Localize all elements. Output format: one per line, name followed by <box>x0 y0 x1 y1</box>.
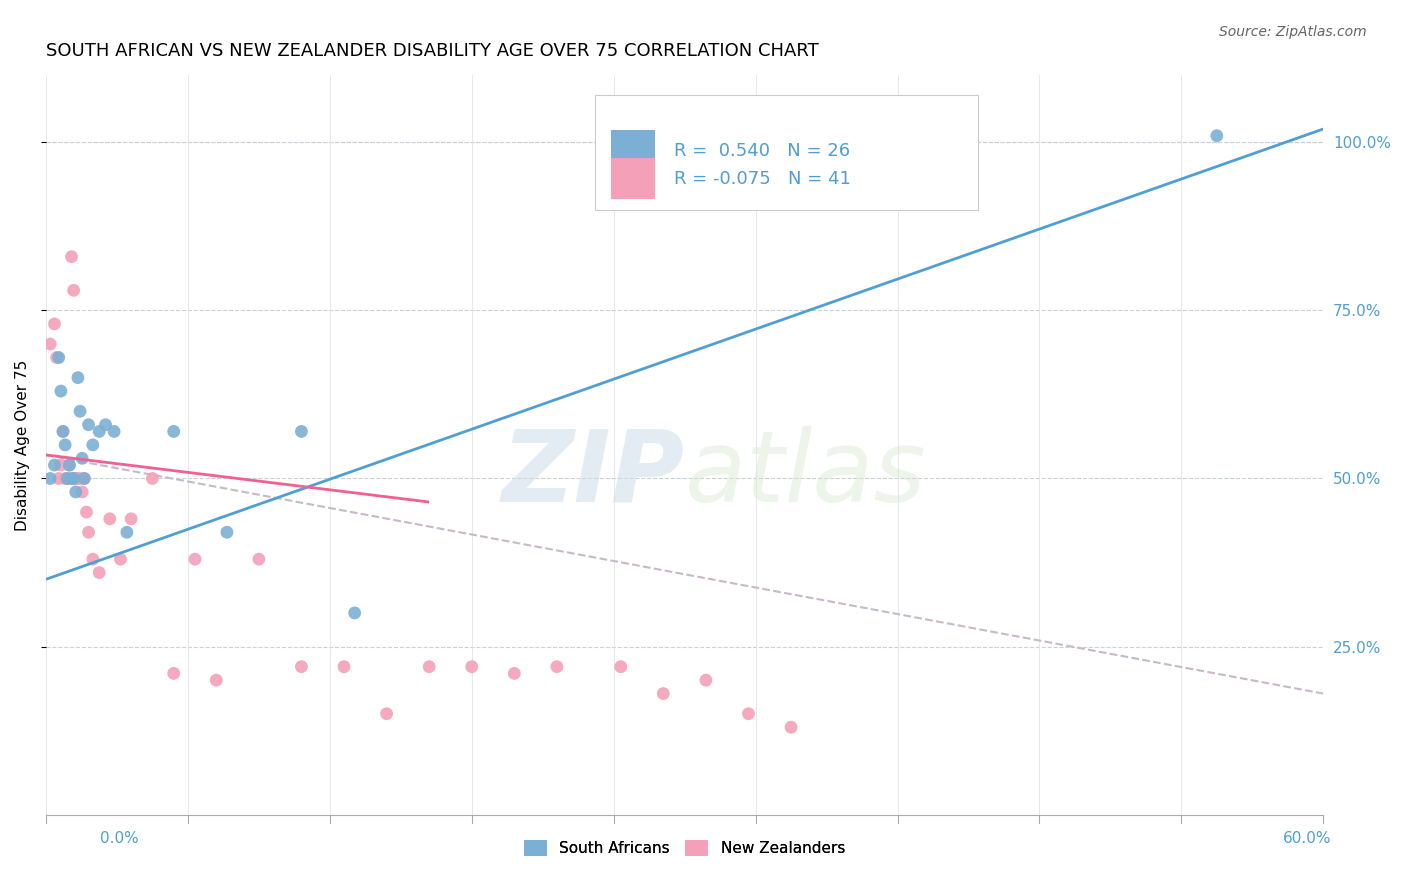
Point <box>89 566 111 580</box>
Point <box>290 659 312 673</box>
Point <box>49 384 72 398</box>
Point <box>247 552 270 566</box>
Point <box>290 425 312 439</box>
Point <box>62 471 84 485</box>
Point <box>184 552 207 566</box>
Point <box>115 525 138 540</box>
Point <box>56 471 79 485</box>
Point <box>163 425 186 439</box>
Point <box>60 250 83 264</box>
Point <box>56 471 79 485</box>
Point <box>343 606 366 620</box>
Point <box>44 317 66 331</box>
Point <box>75 505 97 519</box>
Point <box>94 417 117 432</box>
Point <box>48 471 70 485</box>
Text: 60.0%: 60.0% <box>1284 831 1331 847</box>
Point <box>53 471 76 485</box>
Y-axis label: Disability Age Over 75: Disability Age Over 75 <box>15 359 30 531</box>
Point <box>66 471 89 485</box>
Bar <box>610 159 655 199</box>
Point <box>120 512 142 526</box>
Point <box>49 458 72 472</box>
Point <box>141 471 163 485</box>
Point <box>65 471 87 485</box>
Point <box>333 659 356 673</box>
Point <box>70 451 93 466</box>
Point <box>110 552 132 566</box>
Point <box>45 351 67 365</box>
Point <box>610 659 633 673</box>
Point <box>82 552 104 566</box>
Point <box>58 458 80 472</box>
Point <box>737 706 759 721</box>
Point <box>44 458 66 472</box>
Point <box>780 720 803 734</box>
Text: ZIP: ZIP <box>502 426 685 523</box>
Point <box>1205 128 1227 143</box>
Text: 0.0%: 0.0% <box>100 831 139 847</box>
Point <box>205 673 228 687</box>
Legend: South Africans, New Zealanders: South Africans, New Zealanders <box>519 834 851 863</box>
Point <box>66 370 89 384</box>
Point <box>69 404 91 418</box>
Point <box>695 673 717 687</box>
Point <box>77 525 100 540</box>
Point <box>82 438 104 452</box>
Point <box>39 337 62 351</box>
Point <box>60 471 83 485</box>
Point <box>53 438 76 452</box>
Point <box>546 659 568 673</box>
Bar <box>595 95 979 210</box>
Point <box>98 512 121 526</box>
Point <box>52 425 75 439</box>
Point <box>58 458 80 472</box>
Text: Source: ZipAtlas.com: Source: ZipAtlas.com <box>1219 25 1367 39</box>
Point <box>103 425 125 439</box>
Text: R = -0.075   N = 41: R = -0.075 N = 41 <box>675 169 851 187</box>
Text: atlas: atlas <box>685 426 927 523</box>
Point <box>503 666 526 681</box>
Point <box>77 417 100 432</box>
Point <box>39 471 62 485</box>
Point <box>62 283 84 297</box>
Bar <box>610 130 655 171</box>
Text: R =  0.540   N = 26: R = 0.540 N = 26 <box>675 142 851 160</box>
Point <box>70 484 93 499</box>
Point <box>52 425 75 439</box>
Point <box>73 471 96 485</box>
Point <box>215 525 238 540</box>
Point <box>89 425 111 439</box>
Point <box>461 659 484 673</box>
Point <box>375 706 398 721</box>
Point <box>652 687 675 701</box>
Point <box>62 471 84 485</box>
Text: SOUTH AFRICAN VS NEW ZEALANDER DISABILITY AGE OVER 75 CORRELATION CHART: SOUTH AFRICAN VS NEW ZEALANDER DISABILIT… <box>46 42 818 60</box>
Point <box>418 659 440 673</box>
Point <box>69 471 91 485</box>
Point <box>73 471 96 485</box>
Point <box>48 351 70 365</box>
Point <box>65 484 87 499</box>
Point <box>163 666 186 681</box>
